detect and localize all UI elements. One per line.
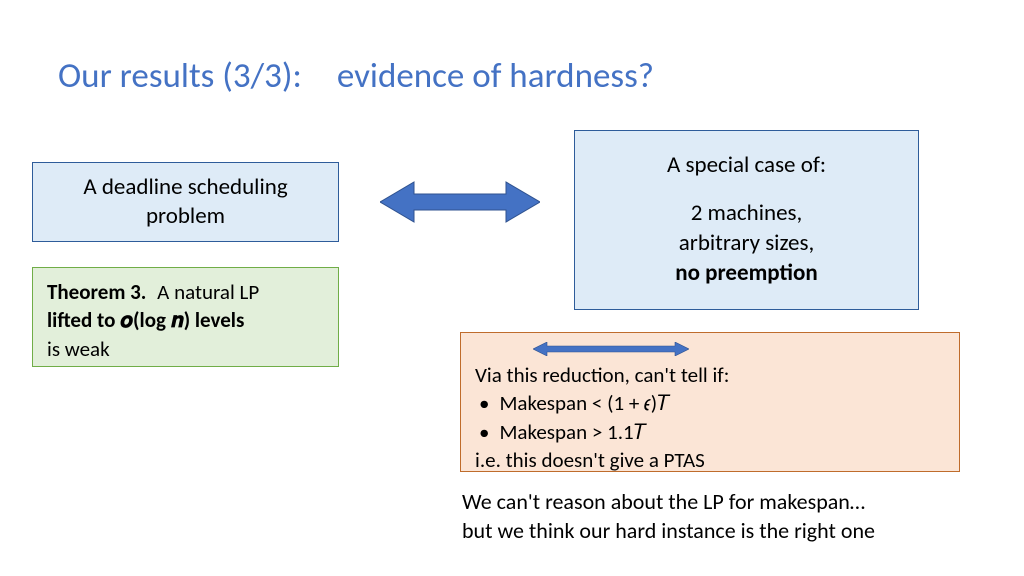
box-deadline-text: A deadline scheduling problem [33, 173, 338, 231]
theorem-label: Theorem 3. [47, 279, 146, 305]
reduction-bullet2: Makespan > 1.1𝑇 [475, 418, 945, 446]
special-line1: A special case of: [667, 151, 826, 181]
special-line2: 2 machines, [691, 199, 803, 229]
theorem-body2: lifted to 𝒐(log 𝒏) levels [47, 307, 244, 333]
double-arrow-icon [380, 180, 540, 224]
slide-title: Our results (3/3): evidence of hardness? [58, 55, 654, 97]
footer-line2: but we think our hard instance is the ri… [462, 517, 875, 546]
box-special-case: A special case of: 2 machines, arbitrary… [574, 130, 919, 310]
theorem-body3: is weak [47, 336, 110, 362]
footer-text: We can't reason about the LP for makespa… [462, 488, 875, 545]
reduction-line4: i.e. this doesn't give a PTAS [475, 446, 945, 474]
box-theorem: Theorem 3. A natural LP lifted to 𝒐(log … [32, 267, 339, 367]
special-line3: arbitrary sizes, [679, 229, 814, 259]
reduction-bullet1: Makespan < (1 + 𝜖)𝑇 [475, 389, 945, 417]
box-deadline-scheduling: A deadline scheduling problem [32, 162, 339, 242]
small-double-arrow-icon [533, 342, 689, 356]
reduction-line1: Via this reduction, can't tell if: [475, 361, 945, 389]
theorem-body1: A natural LP [157, 279, 259, 305]
special-line4: no preemption [675, 259, 817, 289]
footer-line1: We can't reason about the LP for makespa… [462, 488, 875, 517]
